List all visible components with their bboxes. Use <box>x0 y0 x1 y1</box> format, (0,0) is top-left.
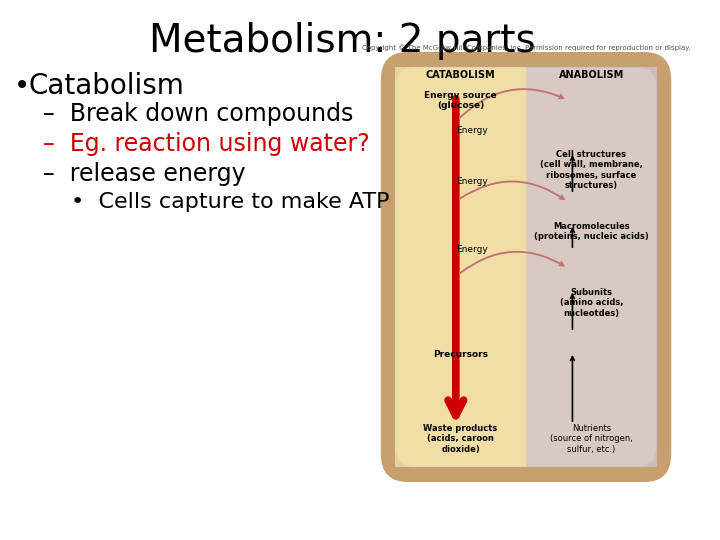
Text: CATABOLISM: CATABOLISM <box>426 70 495 80</box>
Text: Catabolism: Catabolism <box>29 72 184 100</box>
Text: Cell structures
(cell wall, membrane,
ribosomes, surface
structures): Cell structures (cell wall, membrane, ri… <box>540 150 643 190</box>
Text: ANABOLISM: ANABOLISM <box>559 70 624 80</box>
Text: Energy: Energy <box>456 126 488 135</box>
FancyBboxPatch shape <box>381 52 671 482</box>
Text: Metabolism: 2 parts: Metabolism: 2 parts <box>149 22 536 60</box>
Text: Macromolecules
(proteins, nucleic acids): Macromolecules (proteins, nucleic acids) <box>534 222 649 241</box>
FancyArrowPatch shape <box>460 252 564 273</box>
Text: Copyright © The McGraw-Hill Companies, Inc. Permission required for reproduction: Copyright © The McGraw-Hill Companies, I… <box>361 44 690 51</box>
Text: Waste products
(acids, caroon
dioxide): Waste products (acids, caroon dioxide) <box>423 424 498 454</box>
FancyBboxPatch shape <box>395 67 657 467</box>
Text: –  Eg. reaction using water?: – Eg. reaction using water? <box>43 132 369 156</box>
Text: •  Cells capture to make ATP: • Cells capture to make ATP <box>71 192 390 212</box>
Text: Subunits
(amino acids,
nucleotdes): Subunits (amino acids, nucleotdes) <box>559 288 624 318</box>
FancyArrowPatch shape <box>459 89 563 118</box>
Text: –  Break down compounds: – Break down compounds <box>43 102 354 126</box>
Text: Energy: Energy <box>456 246 488 254</box>
Text: Precursors: Precursors <box>433 350 488 359</box>
Text: •: • <box>14 72 30 100</box>
FancyArrowPatch shape <box>460 181 564 199</box>
Text: Energy: Energy <box>456 177 488 186</box>
Text: Nutrients
(source of nitrogen,
sulfur, etc.): Nutrients (source of nitrogen, sulfur, e… <box>550 424 633 454</box>
Text: –  release energy: – release energy <box>43 162 246 186</box>
Polygon shape <box>395 67 526 467</box>
Text: Energy source
(glucose): Energy source (glucose) <box>424 91 497 110</box>
Polygon shape <box>526 67 657 467</box>
